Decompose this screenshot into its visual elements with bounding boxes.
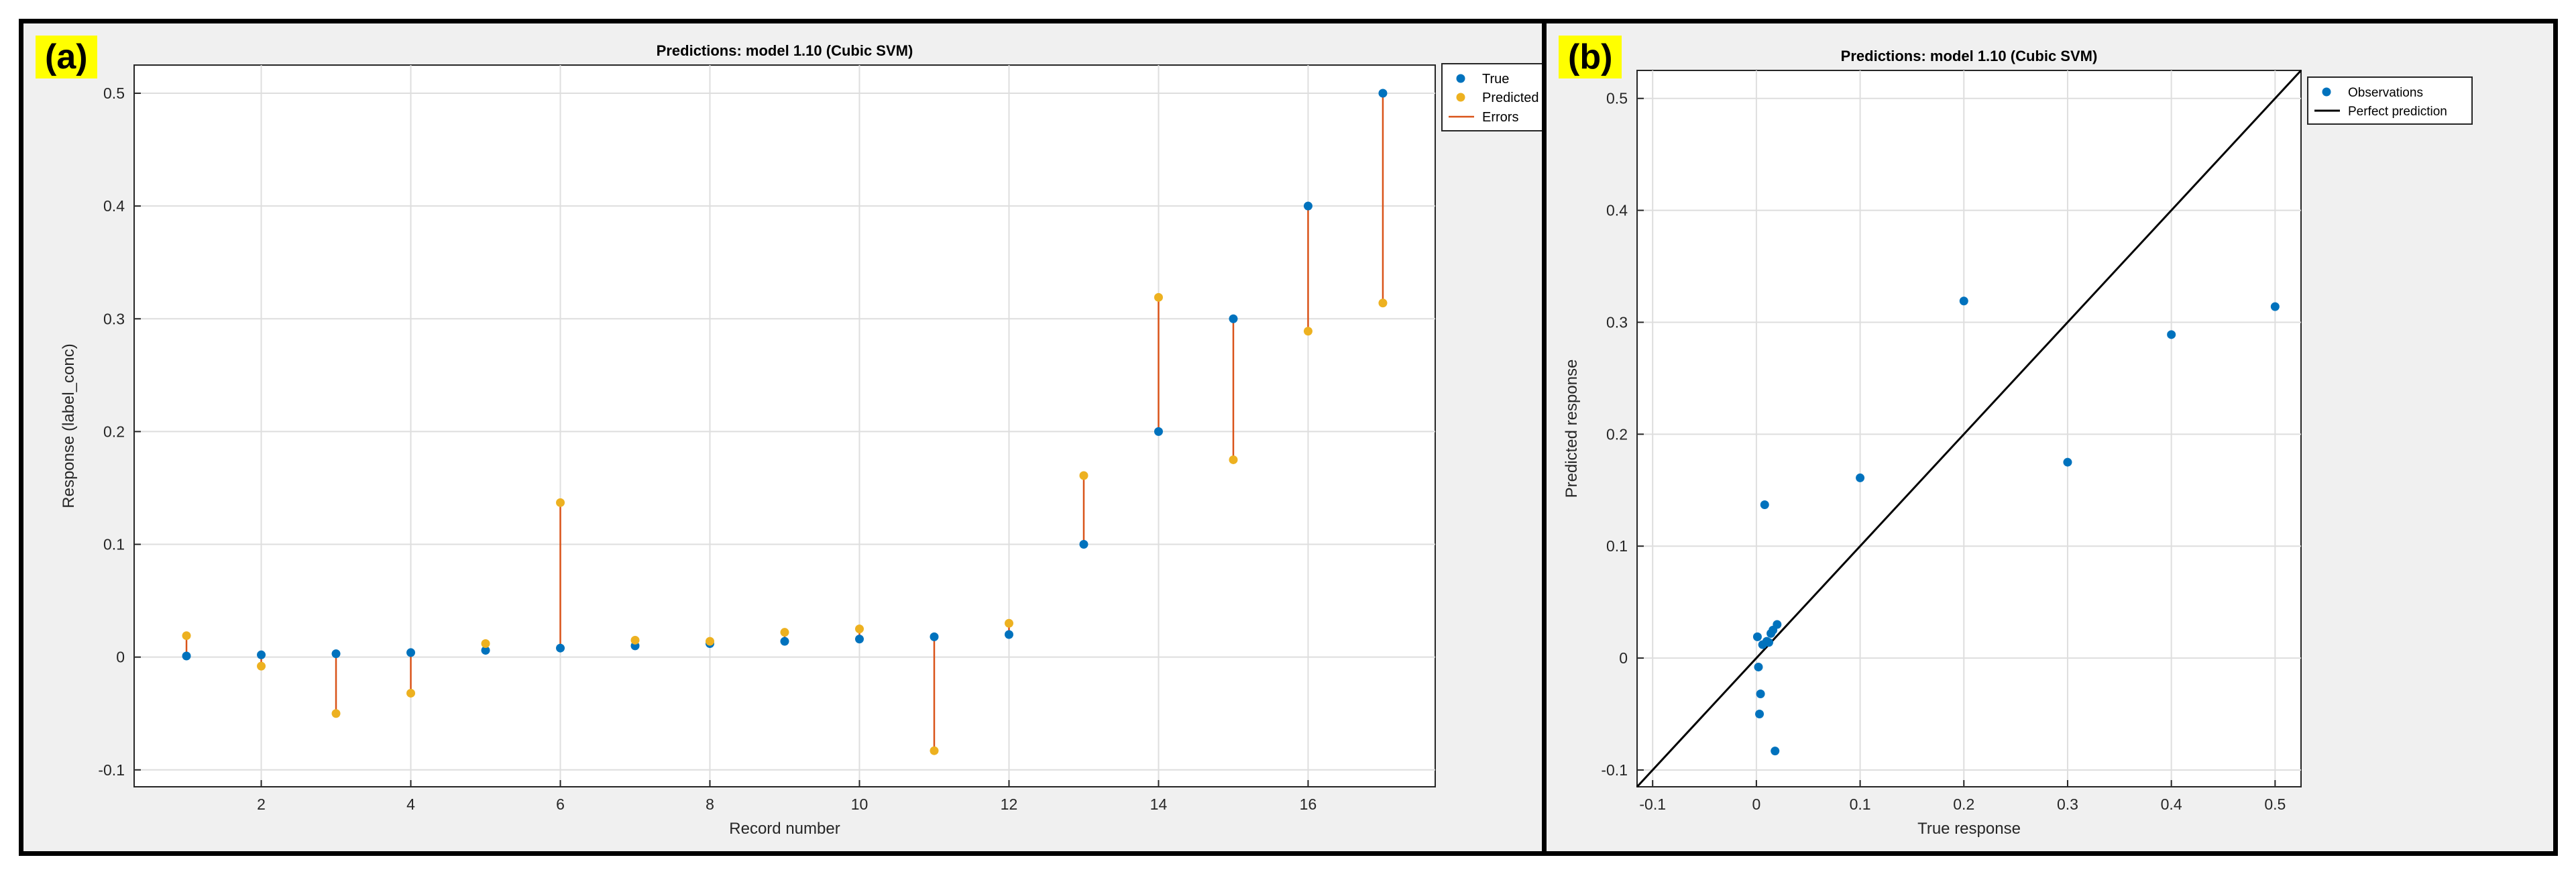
y-tick-label: 0.4 [1606,202,1628,219]
y-tick-label: 0.5 [103,85,125,102]
observation-point [1959,296,1968,306]
y-tick-label: 0.3 [103,310,125,327]
predicted-point [1154,292,1163,302]
x-tick-label: 2 [257,796,266,813]
observation-point [1754,662,1763,671]
x-tick-label: 0.3 [2057,796,2078,813]
y-tick-label: -0.1 [98,761,125,779]
legend-predicted-label: Predicted [1482,91,1539,105]
predicted-point [1079,471,1088,480]
legend-predicted-marker [1456,93,1465,102]
predicted-point [556,498,565,507]
true-point [1004,630,1013,639]
predicted-point [780,628,789,637]
y-tick-label: 0.2 [103,423,125,440]
true-point [1079,540,1088,549]
plot-area [133,64,1436,787]
x-tick-label: -0.1 [1639,796,1666,813]
x-tick-label: 0.5 [2264,796,2286,813]
x-tick-label: 0.2 [1953,796,1974,813]
y-tick-label: 0 [116,649,125,666]
predicted-point [1378,298,1388,308]
x-tick-label: 6 [556,796,565,813]
chart-title: Predictions: model 1.10 (Cubic SVM) [1841,48,2098,64]
true-point [1303,201,1312,211]
chart-b: -0.1 0 0.1 0.2 0.3 0.4 0.5 -0.1 0 0.1 0.2 0.3 0.4 0.5… [1563,48,2473,838]
observation-point [1756,689,1765,698]
predicted-point [630,635,640,645]
true-point [1154,427,1163,436]
predicted-point [1229,455,1238,464]
perfect-prediction-line [1636,69,2302,788]
true-point [854,635,864,644]
predicted-point [854,624,864,634]
panel-a-tag: (a) [36,36,97,78]
true-point [556,643,565,653]
x-tick-label: 4 [406,796,415,813]
x-tick-label: 0.1 [1850,796,1871,813]
predicted-point [930,746,939,755]
x-tick-label: 8 [706,796,714,813]
panel-b-tag: (b) [1559,36,1622,78]
true-point [406,648,416,657]
legend-box [2307,76,2473,125]
legend-perfect-label: Perfect prediction [2348,105,2447,119]
true-point [257,650,266,659]
panel-b: (b) -0.1 0 0.1 0.2 0.3 0.4 0.5 -0.1 0 0.1 0.2 0.3 0.… [1542,19,2558,856]
predicted-point [1303,327,1312,336]
y-tick-label: 0.2 [1606,425,1628,443]
observation-point [2167,330,2176,339]
x-tick-label: 12 [1001,796,1018,813]
y-tick-label: 0.4 [103,197,125,215]
x-axis-label: True response [1917,820,2021,838]
observation-point [1755,710,1765,719]
legend-true-label: True [1482,72,1509,87]
true-point [481,646,490,655]
true-point [1378,89,1388,98]
legend-errors-label: Errors [1482,110,1518,125]
y-axis-label: Response (label_conc) [60,343,78,508]
y-tick-label: 0.3 [1606,313,1628,331]
y-tick-label: 0 [1619,649,1628,667]
x-tick-label: 0 [1752,796,1760,813]
legend-observations-marker [2322,87,2331,97]
chart-title: Predictions: model 1.10 (Cubic SVM) [657,42,913,59]
predicted-point [481,639,490,648]
true-point [780,637,789,646]
predicted-point [257,661,266,671]
legend-true-marker [1456,74,1465,83]
y-tick-label: 0.1 [103,536,125,553]
x-axis-label: Record number [729,820,840,838]
panel-a: (a) 2 4 6 8 10 12 14 16 -0.1 0 0.1 0.2 0.3 0.4 0.5 Pred… [19,19,1553,856]
predicted-point [331,709,341,718]
true-point [331,649,341,659]
y-tick-label: -0.1 [1601,761,1628,779]
observation-point [2063,457,2072,467]
y-tick-label: 0.5 [1606,90,1628,107]
observation-point [1752,632,1762,641]
observation-point [2270,302,2280,311]
observation-point [1856,473,1865,482]
observation-point [1771,747,1780,756]
predicted-point [406,688,416,698]
x-tick-label: 0.4 [2161,796,2182,813]
y-axis-label: Predicted response [1563,360,1581,498]
predicted-point [182,631,191,641]
true-point [1229,314,1238,323]
x-tick-label: 10 [851,796,869,813]
y-tick-label: 0.1 [1606,537,1628,555]
chart-a: 2 4 6 8 10 12 14 16 -0.1 0 0.1 0.2 0.3 0.4 0.5 Predicti… [60,42,1548,838]
observation-point [1764,638,1773,647]
predicted-point [1004,618,1013,628]
x-tick-label: 14 [1150,796,1168,813]
observation-point [1773,620,1782,629]
true-point [930,632,939,641]
x-tick-label: 16 [1300,796,1317,813]
true-point [182,651,191,661]
observation-point [1760,500,1769,509]
predicted-point [706,637,715,646]
legend-observations-label: Observations [2348,86,2423,100]
